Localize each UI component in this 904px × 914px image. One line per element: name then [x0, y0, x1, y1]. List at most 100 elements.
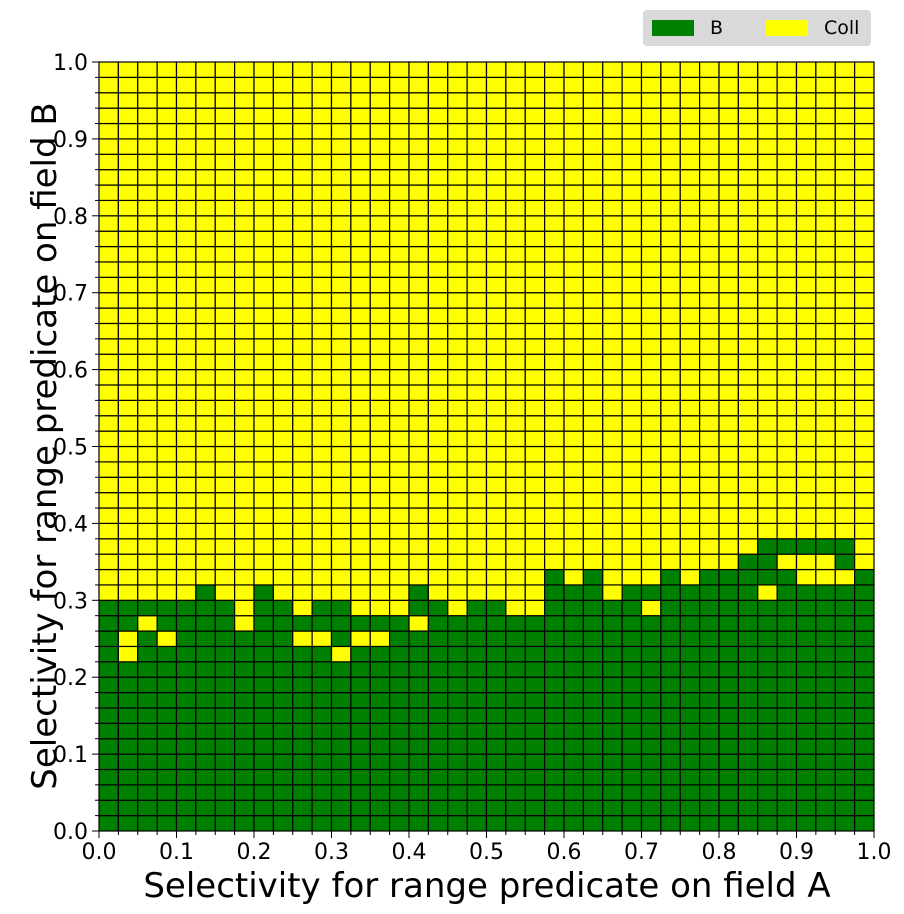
cell-b — [234, 768, 255, 786]
cell-coll — [408, 322, 429, 340]
cell-coll — [137, 415, 158, 432]
cell-coll — [427, 384, 449, 401]
cell-coll — [195, 245, 216, 263]
cell-coll — [815, 353, 836, 371]
cell-b — [447, 707, 468, 724]
cell-b — [466, 738, 488, 755]
cell-b — [214, 707, 236, 724]
cell-coll — [563, 476, 584, 494]
cell-b — [737, 799, 759, 817]
cell-coll — [679, 261, 701, 278]
cell-coll — [214, 415, 236, 432]
cell-b — [524, 615, 546, 632]
cell-b — [679, 738, 701, 755]
cell-b — [505, 645, 526, 663]
cell-b — [563, 599, 584, 617]
cell-coll — [292, 107, 313, 125]
cell-coll — [776, 369, 798, 386]
cell-b — [757, 676, 778, 694]
cell-coll — [253, 538, 274, 555]
cell-coll — [292, 445, 313, 463]
cell-coll — [737, 476, 759, 494]
cell-coll — [292, 76, 313, 94]
cell-coll — [117, 138, 139, 155]
cell-b — [795, 784, 817, 801]
cell-b — [466, 722, 488, 740]
cell-coll — [234, 292, 255, 309]
cell-coll — [699, 184, 720, 202]
cell-coll — [737, 369, 759, 386]
cell-b — [854, 784, 875, 801]
cell-coll — [253, 122, 274, 140]
cell-coll — [408, 492, 429, 509]
cell-coll — [815, 92, 836, 109]
cell-coll — [272, 492, 294, 509]
cell-b — [660, 738, 681, 755]
cell-b — [330, 753, 352, 771]
cell-b — [117, 615, 139, 632]
cell-coll — [718, 522, 739, 540]
cell-coll — [330, 553, 352, 571]
cell-b — [815, 615, 836, 632]
cell-coll — [350, 507, 371, 524]
cell-b — [737, 738, 759, 755]
cell-coll — [195, 384, 216, 401]
cell-coll — [834, 461, 856, 478]
cell-coll — [621, 568, 643, 586]
cell-coll — [602, 338, 623, 355]
cell-coll — [544, 522, 565, 540]
cell-coll — [834, 230, 856, 248]
cell-b — [679, 645, 701, 663]
cell-b — [214, 768, 236, 786]
cell-b — [156, 815, 178, 832]
cell-b — [137, 815, 158, 832]
cell-coll — [330, 230, 352, 248]
cell-coll — [795, 245, 817, 263]
cell-b — [253, 768, 274, 786]
cell-coll — [408, 153, 429, 171]
cell-coll — [137, 245, 158, 263]
cell-b — [563, 615, 584, 632]
cell-b — [389, 661, 410, 678]
cell-b — [427, 691, 449, 709]
cell-coll — [330, 476, 352, 494]
cell-b — [427, 630, 449, 648]
cell-coll — [776, 276, 798, 294]
cell-b — [466, 630, 488, 648]
cell-coll — [544, 369, 565, 386]
cell-b — [272, 722, 294, 740]
cell-coll — [466, 507, 488, 524]
cell-coll — [602, 61, 623, 78]
cell-b — [795, 676, 817, 694]
cell-coll — [389, 384, 410, 401]
cell-b — [795, 645, 817, 663]
cell-coll — [834, 568, 856, 586]
cell-coll — [640, 538, 662, 555]
cell-coll — [408, 415, 429, 432]
cell-coll — [98, 245, 119, 263]
cell-b — [195, 815, 216, 832]
cell-b — [466, 645, 488, 663]
cell-coll — [98, 522, 119, 540]
cell-b — [854, 568, 875, 586]
cell-coll — [330, 369, 352, 386]
cell-coll — [485, 507, 507, 524]
cell-coll — [98, 476, 119, 494]
cell-coll — [195, 461, 216, 478]
cell-coll — [795, 184, 817, 202]
cell-coll — [582, 122, 604, 140]
cell-coll — [408, 430, 429, 448]
cell-coll — [427, 276, 449, 294]
cell-b — [640, 799, 662, 817]
cell-b — [718, 815, 739, 832]
cell-coll — [737, 169, 759, 186]
cell-b — [117, 661, 139, 678]
cell-coll — [253, 384, 274, 401]
cell-coll — [834, 322, 856, 340]
cell-coll — [563, 384, 584, 401]
cell-coll — [699, 92, 720, 109]
cell-coll — [718, 445, 739, 463]
cell-coll — [718, 76, 739, 94]
cell-b — [699, 584, 720, 601]
cell-b — [679, 630, 701, 648]
